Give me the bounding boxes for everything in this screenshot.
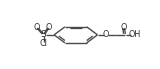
Text: O: O [46,23,52,32]
Text: O: O [120,23,127,32]
Text: O: O [102,30,109,39]
Text: S: S [41,30,46,39]
Text: O: O [34,23,40,32]
Text: Cl: Cl [40,39,48,48]
Text: OH: OH [128,30,141,39]
